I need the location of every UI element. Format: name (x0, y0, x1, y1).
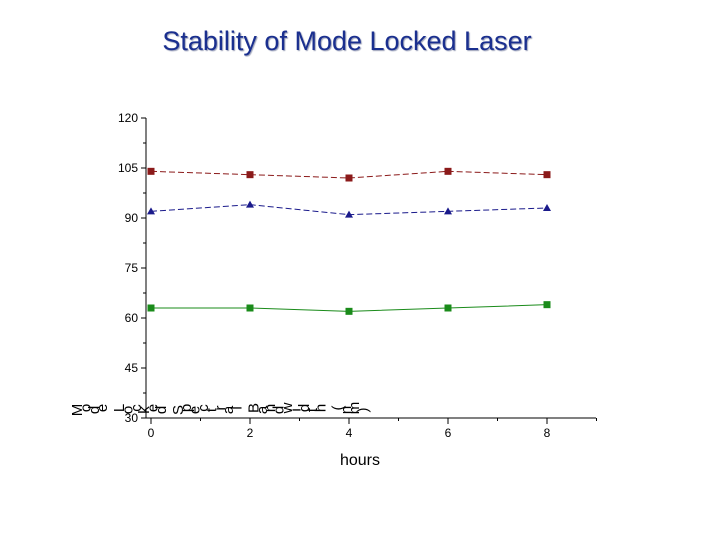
x-axis-title: hours (340, 452, 380, 469)
series-layer (147, 167, 551, 315)
data-point (543, 301, 551, 309)
y-tick-label: 105 (118, 161, 138, 175)
y-tick-label: 120 (118, 111, 138, 125)
y-axis-title-char: a (220, 405, 237, 414)
y-tick-label: 30 (125, 411, 139, 425)
y-axis-title-char: p (178, 404, 195, 412)
series-2 (147, 200, 551, 218)
x-tick-label: 2 (247, 426, 254, 440)
data-point (147, 167, 155, 175)
y-tick-label: 75 (125, 261, 139, 275)
data-point (444, 207, 452, 215)
data-point (345, 174, 353, 182)
data-point (147, 207, 155, 215)
y-axis-title-char: M (69, 404, 86, 417)
y-axis-title-char: d (86, 406, 103, 414)
page-title: Stability of Mode Locked Laser (162, 26, 532, 56)
y-axis-title-char: n (262, 404, 279, 412)
y-axis-title-char: r (212, 406, 229, 411)
y-axis-title-char: L (111, 404, 128, 412)
series-3 (147, 301, 551, 315)
y-axis-title-char: e (145, 404, 162, 412)
data-point (246, 304, 254, 312)
y-axis-title-char: c (195, 404, 212, 412)
y-axis-ticks: 30 45 60 75 90 105 120 (118, 111, 146, 425)
y-axis-title-char: d (296, 404, 313, 412)
y-axis-title-char: d (271, 406, 288, 414)
y-axis-title-char: w (279, 402, 296, 414)
y-axis-title-char: S (170, 405, 187, 415)
plot-area: 30 45 60 75 90 105 120 0 2 4 6 8 (118, 111, 597, 440)
y-axis-title-char: e (94, 404, 111, 412)
y-axis-title-char: h (313, 404, 330, 412)
data-point (444, 304, 452, 312)
y-axis-title-char: e (187, 406, 204, 414)
data-point (246, 171, 254, 179)
y-axis-title-char: B (245, 403, 262, 413)
y-axis-title-char: c (128, 404, 145, 412)
y-axis-title-char: n (338, 406, 355, 414)
data-point (543, 204, 551, 211)
x-tick-label: 0 (148, 426, 155, 440)
data-point (444, 167, 452, 175)
data-point (345, 210, 353, 218)
y-axis-title-char: k (136, 406, 153, 414)
data-point (147, 304, 155, 312)
y-axis-title-char: ( (329, 406, 346, 411)
data-point (246, 200, 254, 208)
x-tick-label: 4 (346, 426, 353, 440)
data-point (345, 307, 353, 315)
x-tick-label: 8 (544, 426, 551, 440)
y-axis-title-char: t (203, 407, 220, 412)
y-axis-title-char: m (346, 402, 363, 415)
y-axis-title-char: i (287, 408, 304, 411)
y-tick-label: 45 (125, 361, 139, 375)
y-axis-title-char: t (304, 407, 321, 412)
y-axis-title-char: o (119, 406, 136, 414)
data-point (543, 171, 551, 179)
x-tick-label: 6 (445, 426, 452, 440)
x-axis-ticks: 0 2 4 6 8 (148, 418, 597, 440)
y-axis-title-char: d (153, 406, 170, 414)
y-axis-title-char: a (254, 405, 271, 414)
y-axis-title-char: l (229, 406, 246, 409)
y-tick-label: 90 (125, 211, 139, 225)
y-tick-label: 60 (125, 311, 139, 325)
series-1 (147, 167, 551, 182)
y-axis-title-char: ) (355, 408, 372, 413)
y-axis-title-char: o (77, 404, 94, 412)
